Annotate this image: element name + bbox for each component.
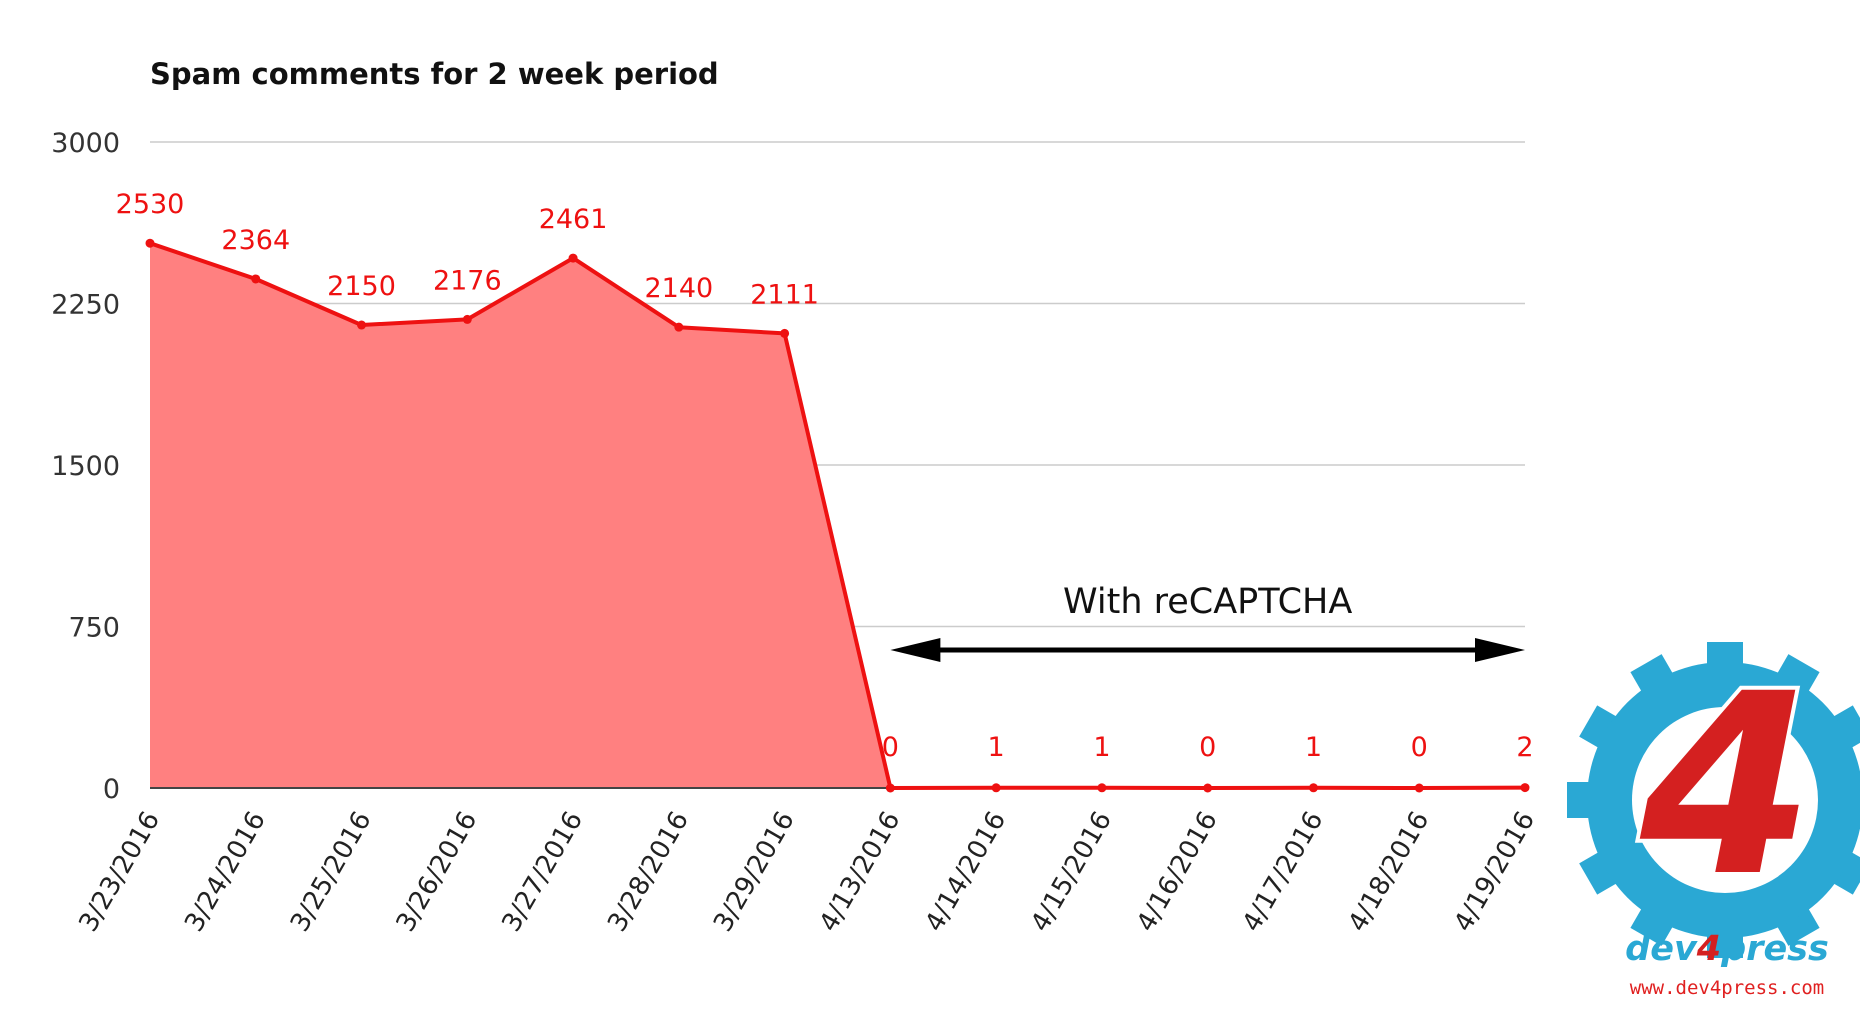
x-tick-label: 4/18/2016 <box>1343 807 1436 937</box>
data-point <box>1097 783 1107 793</box>
x-tick-label: 3/23/2016 <box>73 807 166 937</box>
data-point <box>1308 783 1318 793</box>
data-point <box>780 328 790 338</box>
data-label: 2111 <box>750 279 819 310</box>
logo-wordmark-dev: dev <box>1625 929 1698 969</box>
data-point <box>1520 783 1530 793</box>
data-point <box>357 320 367 330</box>
x-tick-label: 3/25/2016 <box>285 807 378 937</box>
x-axis-ticks: 3/23/2016 3/24/2016 3/25/2016 3/26/2016 3/27… <box>73 807 1541 937</box>
y-tick-label: 3000 <box>51 128 120 159</box>
data-label: 2150 <box>327 271 396 302</box>
data-label: 2140 <box>644 273 713 304</box>
data-label: 0 <box>1411 732 1428 763</box>
data-label: 2364 <box>221 225 290 256</box>
x-tick-label: 3/27/2016 <box>496 807 589 937</box>
data-point <box>462 314 472 324</box>
x-tick-label: 3/26/2016 <box>391 807 484 937</box>
data-labels: 2530 2364 2150 2176 2461 2140 2111 0 1 1 0 1 0 2 <box>116 189 1534 763</box>
y-tick-label: 750 <box>68 613 120 644</box>
data-label: 2530 <box>116 189 185 220</box>
logo-url: www.dev4press.com <box>1630 977 1824 999</box>
data-point <box>885 783 895 793</box>
data-label: 1 <box>1305 732 1322 763</box>
logo-four-glyph: 4 <box>1639 640 1814 931</box>
data-label: 2461 <box>539 204 608 235</box>
x-tick-label: 4/13/2016 <box>814 807 907 937</box>
y-tick-label: 0 <box>103 774 120 805</box>
annotation-label: With reCAPTCHA <box>1063 582 1352 622</box>
x-tick-label: 4/17/2016 <box>1237 807 1330 937</box>
logo-wordmark-four: 4 <box>1696 929 1721 969</box>
x-tick-label: 3/29/2016 <box>708 807 801 937</box>
logo-wordmark: dev4press <box>1625 929 1829 969</box>
x-tick-label: 4/15/2016 <box>1025 807 1118 937</box>
dev4press-logo: 4 dev4press www.dev4press.com <box>1567 636 1860 999</box>
data-points <box>145 238 1530 793</box>
data-point <box>991 783 1001 793</box>
data-label: 0 <box>1199 732 1216 763</box>
x-tick-label: 4/19/2016 <box>1448 807 1541 937</box>
y-axis-ticks: 0 750 1500 2250 3000 <box>51 128 120 805</box>
y-tick-label: 1500 <box>51 451 120 482</box>
x-tick-label: 3/24/2016 <box>179 807 272 937</box>
data-label: 2176 <box>433 265 502 296</box>
area-fill <box>150 243 1525 788</box>
series-line-path <box>149 241 1526 790</box>
data-label: 1 <box>1093 732 1110 763</box>
series-line <box>149 241 1526 790</box>
x-tick-label: 4/16/2016 <box>1131 807 1224 937</box>
data-point <box>1203 783 1213 793</box>
annotation-arrow-right <box>1475 638 1525 662</box>
data-point <box>1414 783 1424 793</box>
data-label: 1 <box>988 732 1005 763</box>
data-point <box>251 274 261 284</box>
annotation-group: With reCAPTCHA <box>890 582 1525 662</box>
data-point <box>568 253 578 263</box>
data-point <box>145 238 155 248</box>
gear-icon <box>1567 642 1860 958</box>
logo-wordmark-press: press <box>1720 929 1829 969</box>
data-label: 2 <box>1516 732 1533 763</box>
annotation-arrow-left <box>890 638 941 662</box>
data-label: 0 <box>882 732 899 763</box>
x-tick-label: 3/28/2016 <box>602 807 695 937</box>
area-polygon <box>150 243 1525 788</box>
y-tick-label: 2250 <box>51 290 120 321</box>
x-tick-label: 4/14/2016 <box>920 807 1013 937</box>
chart-title: Spam comments for 2 week period <box>150 57 719 91</box>
data-point <box>674 322 684 332</box>
